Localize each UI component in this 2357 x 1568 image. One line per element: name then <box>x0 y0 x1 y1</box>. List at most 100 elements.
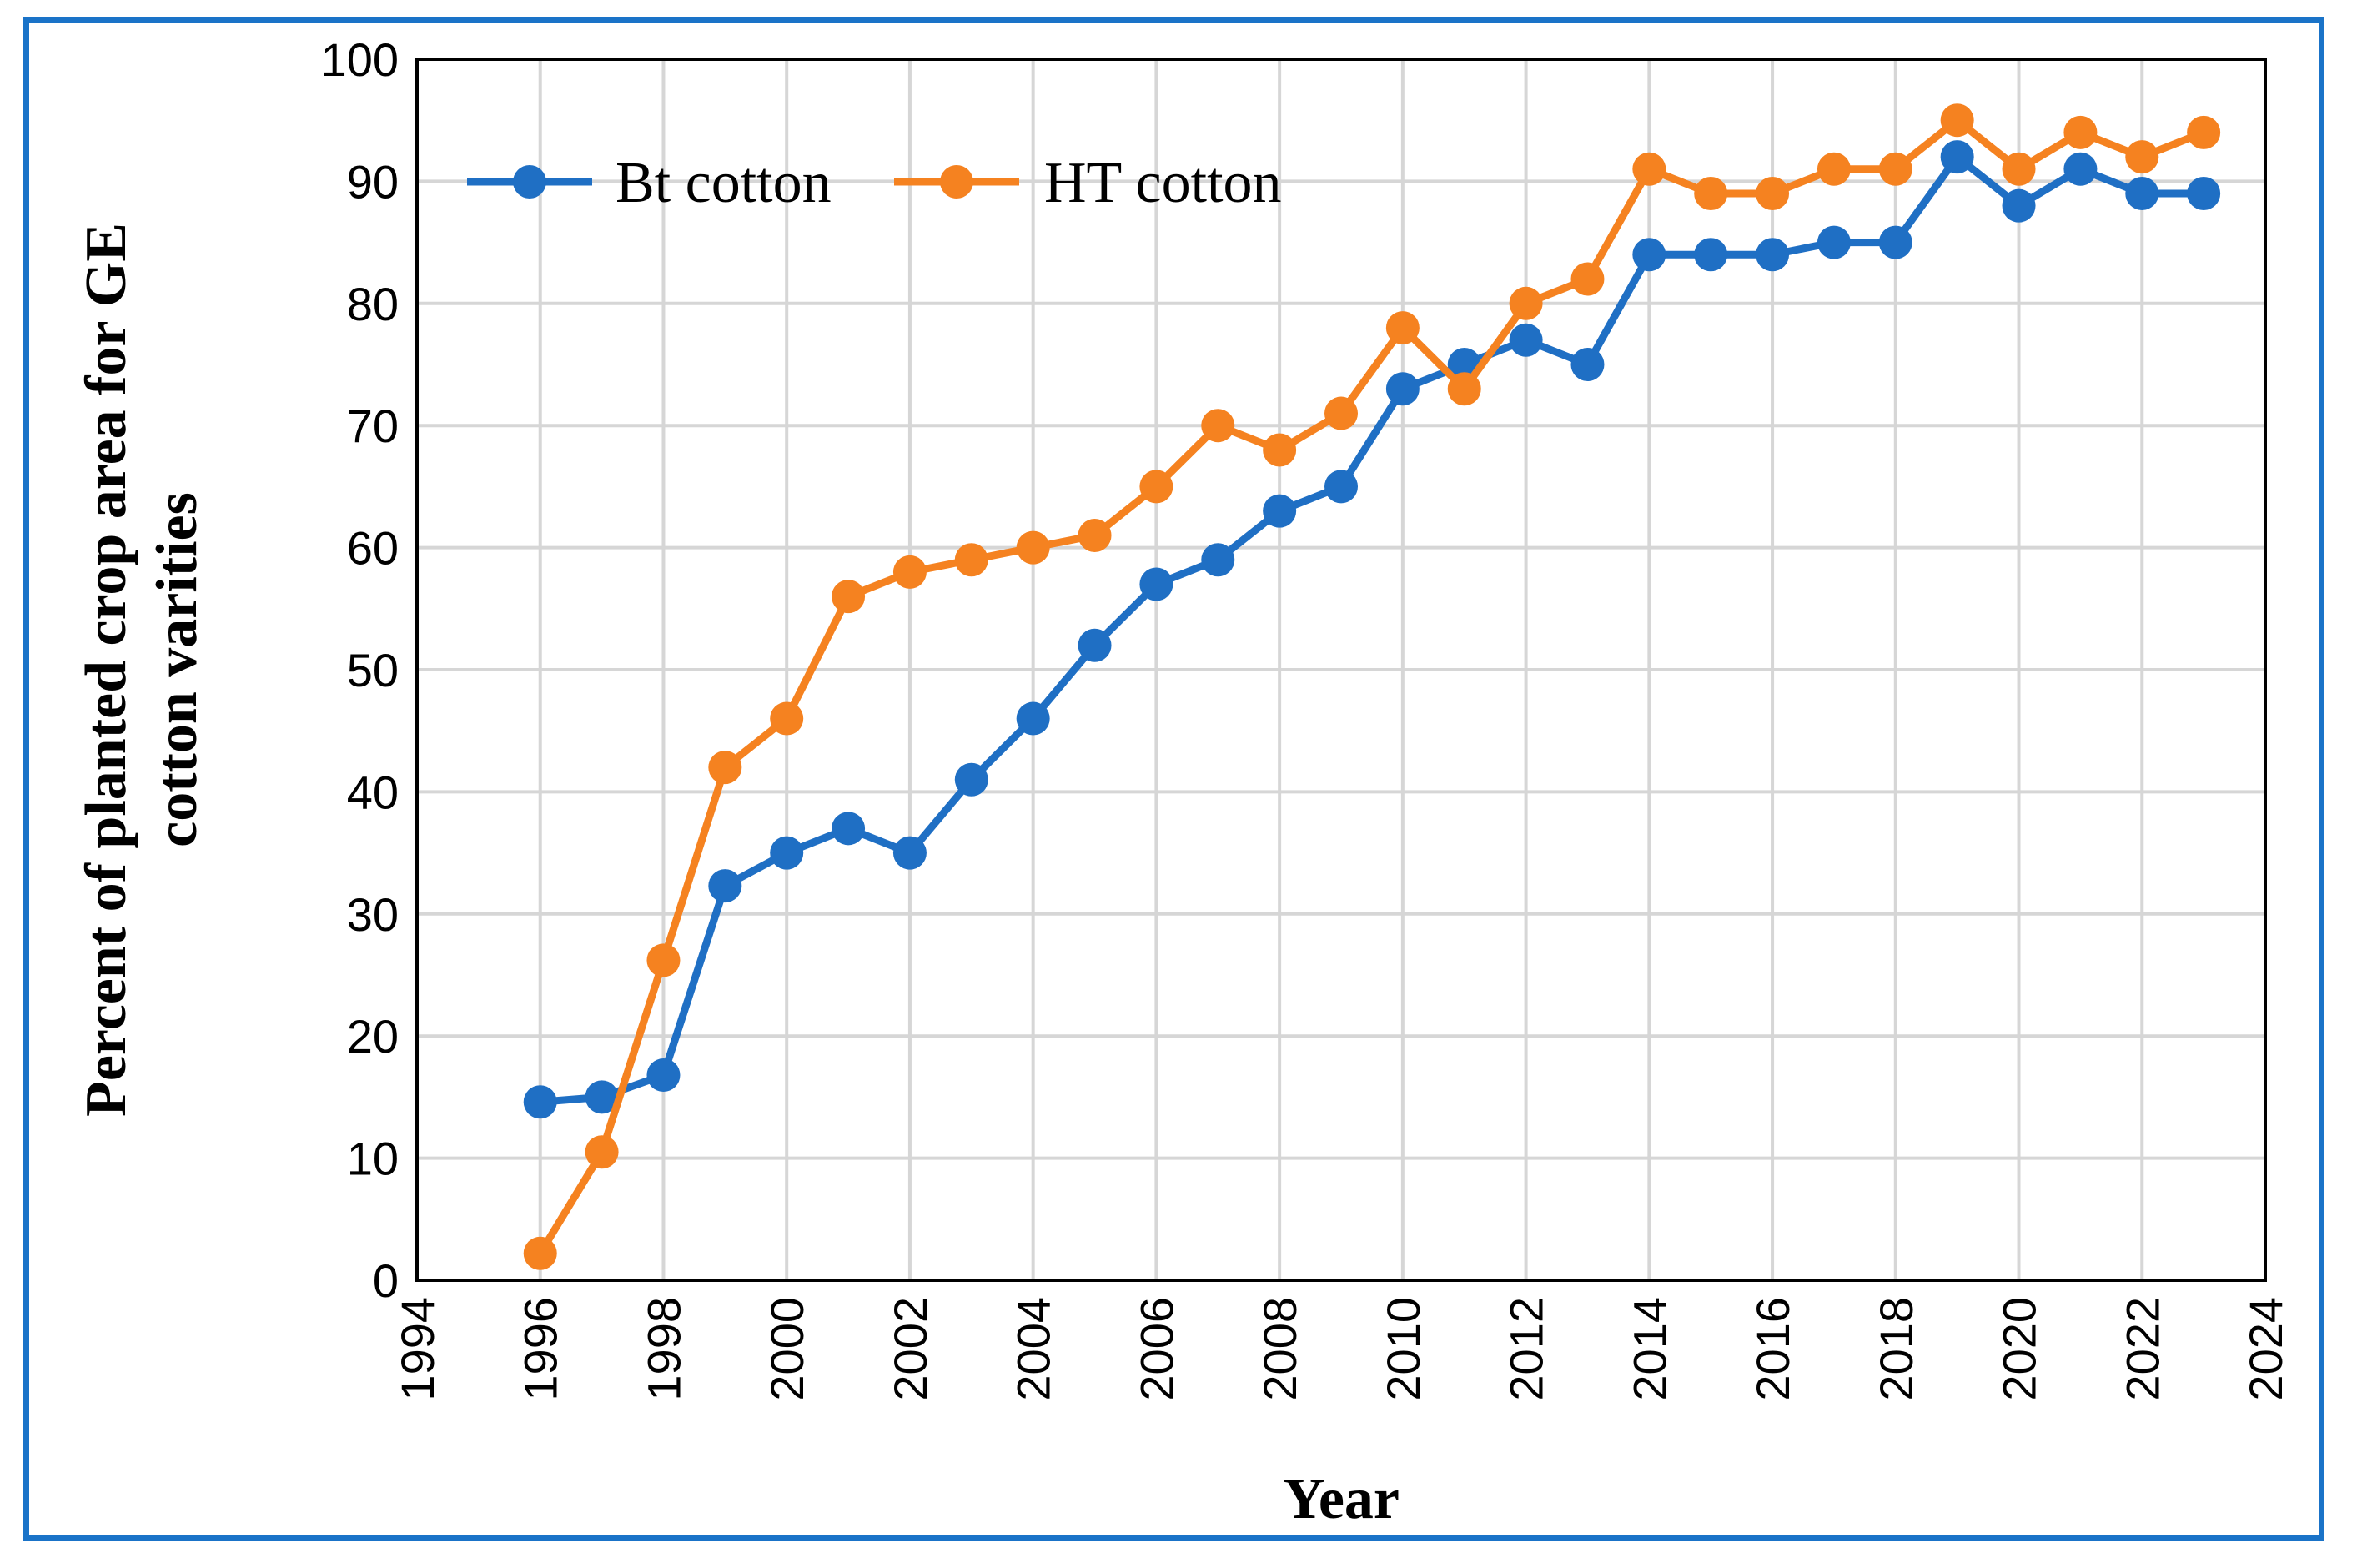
y-axis-title-line-1: Percent of planted crop area for GE <box>74 223 138 1117</box>
data-point-bt-cotton-2015 <box>1694 238 1728 272</box>
data-point-bt-cotton-2001 <box>832 812 866 846</box>
x-tick-label-2004: 2004 <box>1008 1297 1060 1401</box>
data-point-ht-cotton-2007 <box>1201 409 1235 443</box>
data-point-bt-cotton-2017 <box>1817 225 1851 259</box>
plot-border <box>415 58 2267 1282</box>
y-tick-label-10: 10 <box>347 1133 399 1185</box>
data-point-ht-cotton-2000 <box>770 701 804 736</box>
y-tick-label-30: 30 <box>347 888 399 941</box>
data-point-bt-cotton-2010 <box>1385 372 1420 406</box>
x-tick-label-2014: 2014 <box>1623 1297 1676 1401</box>
x-axis-title: Year <box>1283 1467 1400 1531</box>
data-point-ht-cotton-2010 <box>1385 311 1420 345</box>
data-point-ht-cotton-2003 <box>954 543 988 577</box>
data-point-ht-cotton-2021 <box>2063 115 2098 149</box>
data-point-bt-cotton-2009 <box>1324 470 1358 504</box>
x-tick-label-2010: 2010 <box>1377 1297 1430 1401</box>
x-tick-label-2006: 2006 <box>1130 1297 1183 1401</box>
legend-ht-cotton-label: HT cotton <box>1044 151 1282 215</box>
y-tick-label-90: 90 <box>347 155 399 208</box>
data-point-bt-cotton-2021 <box>2063 152 2098 186</box>
y-tick-label-60: 60 <box>347 522 399 575</box>
data-point-bt-cotton-2006 <box>1139 567 1173 601</box>
data-point-ht-cotton-2008 <box>1263 433 1297 467</box>
data-point-bt-cotton-2023 <box>2187 177 2221 211</box>
x-tick-label-2000: 2000 <box>761 1297 813 1401</box>
data-point-ht-cotton-2015 <box>1694 177 1728 211</box>
data-point-ht-cotton-2022 <box>2125 140 2159 174</box>
data-point-bt-cotton-2022 <box>2125 177 2159 211</box>
y-tick-label-0: 0 <box>373 1254 399 1307</box>
data-point-ht-cotton-2006 <box>1139 470 1173 504</box>
data-point-ht-cotton-2005 <box>1078 518 1112 552</box>
grid-lines <box>415 58 2267 1282</box>
series-layer <box>523 103 2221 1270</box>
x-tick-label-1998: 1998 <box>637 1297 690 1401</box>
data-point-ht-cotton-2017 <box>1817 152 1851 186</box>
data-point-bt-cotton-2013 <box>1570 348 1605 381</box>
data-point-bt-cotton-2007 <box>1201 543 1235 577</box>
data-point-ht-cotton-2018 <box>1878 152 1912 186</box>
y-tick-label-20: 20 <box>347 1010 399 1063</box>
data-point-bt-cotton-2000 <box>770 836 804 870</box>
y-axis-title-line-2: cotton varities <box>145 492 209 847</box>
data-point-bt-cotton-2020 <box>2002 188 2036 223</box>
figure-frame <box>23 17 2324 1541</box>
data-point-bt-cotton-2018 <box>1878 225 1912 259</box>
data-point-ht-cotton-2023 <box>2187 115 2221 149</box>
data-point-ht-cotton-2016 <box>1756 177 1790 211</box>
data-point-ht-cotton-2001 <box>832 580 866 614</box>
legend-bt-cotton-label: Bt cotton <box>616 151 832 215</box>
legend-item-ht-cotton: HT cotton <box>894 151 1282 215</box>
data-point-bt-cotton-1996 <box>523 1085 557 1119</box>
data-point-bt-cotton-2019 <box>1940 140 1974 174</box>
data-point-bt-cotton-1998 <box>646 1058 681 1093</box>
x-tick-label-2012: 2012 <box>1500 1297 1553 1401</box>
legend: Bt cotton HT cotton <box>467 151 1282 215</box>
data-point-ht-cotton-1999 <box>708 751 742 785</box>
legend-bt-cotton-marker <box>513 165 546 199</box>
data-point-ht-cotton-2009 <box>1324 396 1358 430</box>
data-point-ht-cotton-1996 <box>523 1236 557 1270</box>
data-point-ht-cotton-2012 <box>1509 286 1543 320</box>
data-point-bt-cotton-2003 <box>954 762 988 797</box>
data-point-bt-cotton-1997 <box>585 1080 619 1114</box>
data-point-ht-cotton-2014 <box>1632 152 1666 186</box>
data-point-ht-cotton-2011 <box>1447 372 1481 406</box>
series-line-ht-cotton <box>536 116 2205 1256</box>
y-tick-label-80: 80 <box>347 278 399 330</box>
data-point-ht-cotton-1998 <box>646 943 681 977</box>
data-point-bt-cotton-2008 <box>1263 494 1297 528</box>
series-ht-cotton <box>523 103 2221 1270</box>
data-point-ht-cotton-2019 <box>1940 103 1974 138</box>
y-tick-labels: 0 10 20 30 40 50 60 70 80 90 100 <box>321 33 399 1307</box>
x-tick-label-2020: 2020 <box>1993 1297 2046 1401</box>
x-tick-label-2024: 2024 <box>2239 1297 2292 1401</box>
x-tick-label-2018: 2018 <box>1870 1297 1922 1401</box>
data-point-bt-cotton-2014 <box>1632 238 1666 272</box>
y-tick-label-70: 70 <box>347 400 399 452</box>
y-tick-label-40: 40 <box>347 766 399 818</box>
data-point-bt-cotton-1999 <box>708 869 742 903</box>
x-tick-label-2016: 2016 <box>1746 1297 1799 1401</box>
x-tick-label-2002: 2002 <box>884 1297 937 1401</box>
data-point-ht-cotton-2004 <box>1016 530 1050 565</box>
data-point-bt-cotton-2004 <box>1016 701 1050 736</box>
x-tick-label-1996: 1996 <box>515 1297 567 1401</box>
y-tick-label-50: 50 <box>347 644 399 696</box>
x-tick-labels: 1994 1996 1998 2000 2002 2004 2006 2008 2010 2012… <box>391 1297 2292 1401</box>
x-tick-label-2008: 2008 <box>1254 1297 1306 1401</box>
data-point-bt-cotton-2016 <box>1756 238 1790 272</box>
series-line-bt-cotton <box>540 153 2204 1106</box>
data-point-bt-cotton-2002 <box>892 836 927 870</box>
data-point-ht-cotton-2013 <box>1570 262 1605 296</box>
legend-ht-cotton-marker <box>940 165 973 199</box>
legend-item-bt-cotton: Bt cotton <box>467 151 832 215</box>
data-point-bt-cotton-2005 <box>1078 628 1112 662</box>
data-point-ht-cotton-2020 <box>2002 152 2036 186</box>
x-tick-label-1994: 1994 <box>391 1297 444 1401</box>
y-tick-label-100: 100 <box>321 33 399 86</box>
series-bt-cotton <box>523 140 2221 1119</box>
data-point-ht-cotton-1997 <box>585 1135 619 1169</box>
